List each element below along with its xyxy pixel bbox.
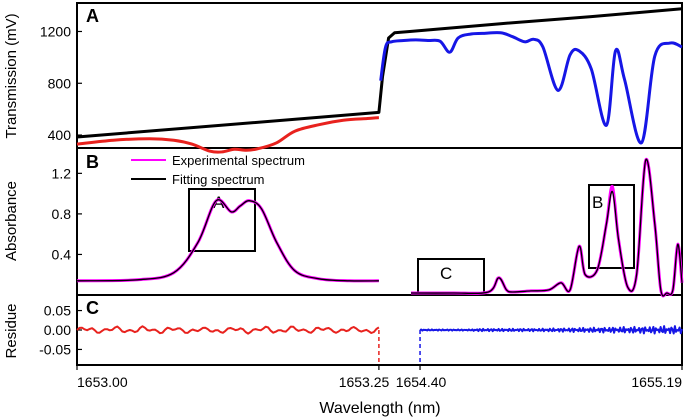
panel-c-series-red — [76, 325, 380, 335]
panel-a-ytick-label: 400 — [48, 127, 72, 143]
x-tick-label-1653-00: 1653.00 — [77, 374, 128, 390]
panel-b-ytick-label: 0.4 — [52, 246, 72, 262]
panel-b-ylabel: Absorbance — [3, 181, 20, 261]
panel-b-series-fitting-segment-1 — [76, 199, 379, 282]
panel-b-letter: B — [86, 152, 99, 172]
x-axis-title: Wavelength (nm) — [319, 400, 440, 417]
panel-a-ylabel: Transmission (mV) — [3, 13, 20, 138]
panel-b-ytick-label: 0.8 — [52, 206, 72, 222]
x-tick-label-1653-25: 1653.25 — [339, 374, 390, 390]
x-tick-label-1655-19: 1655.19 — [631, 374, 682, 390]
panel-a-ytick-label: 1200 — [40, 23, 71, 39]
panel-b-ytick-label: 1.2 — [52, 165, 72, 181]
panel-c-ytick-label: 0.05 — [44, 303, 71, 319]
annotation-label-a: A — [213, 193, 225, 212]
plot-layer: 400 800 1200 0.4 0.8 1.2 -0.05 0.00 0.05 — [39, 7, 684, 370]
panel-c-ylabel: Residue — [3, 303, 20, 358]
legend-fitting-label: Fitting spectrum — [172, 172, 264, 187]
panel-c-series-blue — [419, 325, 683, 335]
legend-experimental-label: Experimental spectrum — [172, 153, 305, 168]
panel-c-ytick-label: 0.00 — [44, 322, 71, 338]
panel-a-series-transmission-segment-2 — [379, 31, 683, 145]
panel-c-letter: C — [86, 298, 99, 318]
panel-a-ytick-label: 800 — [48, 75, 72, 91]
panel-c-ytick-label: -0.05 — [39, 341, 71, 357]
annotation-label-c: C — [440, 264, 452, 283]
annotation-box-a — [188, 188, 256, 252]
panel-a-series-transmission-segment-1 — [76, 116, 379, 154]
panel-a-letter: A — [86, 6, 99, 26]
x-tick-label-1654-40: 1654.40 — [396, 374, 447, 390]
annotation-label-b: B — [592, 193, 603, 212]
panel-a-series-baseline — [76, 7, 683, 139]
panel-b-series-fitting-segment-2 — [410, 158, 683, 297]
